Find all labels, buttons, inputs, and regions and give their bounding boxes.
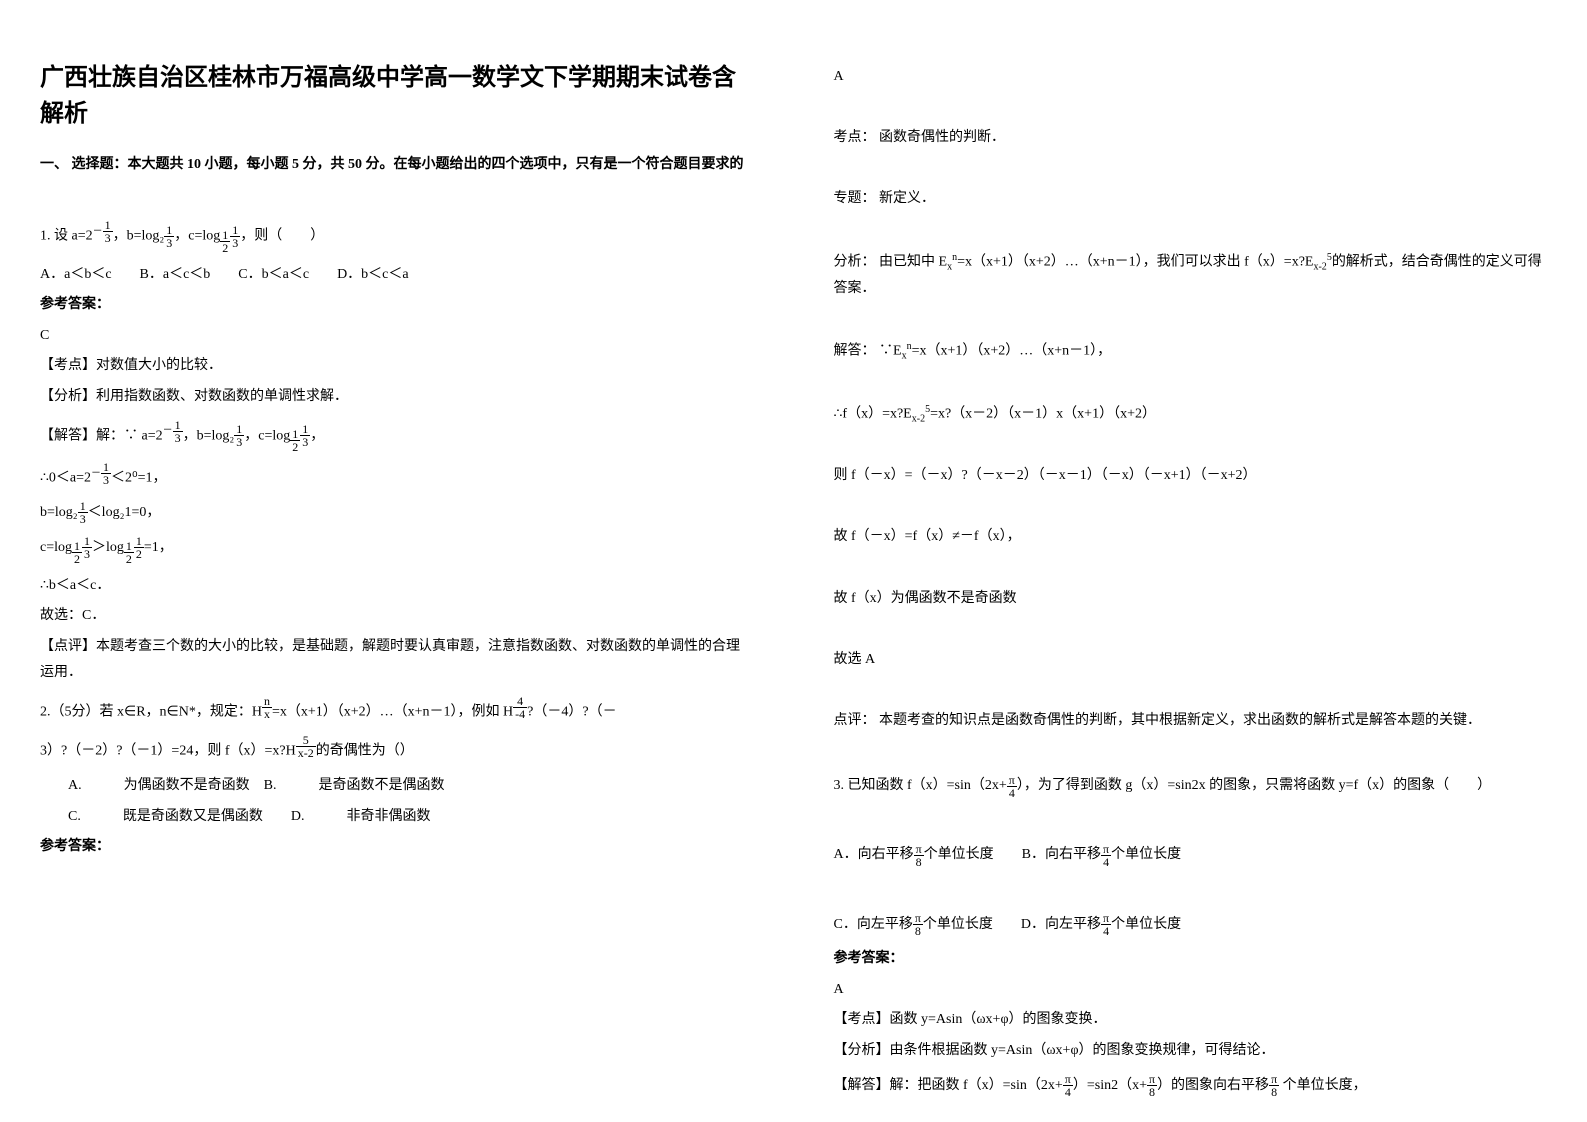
q1-fenxi: 【分析】利用指数函数、对数函数的单调性求解． (40, 384, 754, 411)
section-heading: 一、 选择题：本大题共 10 小题，每小题 5 分，共 50 分。在每小题给出的… (40, 152, 754, 179)
q2-dianping: 点评： 本题考查的知识点是函数奇偶性的判断，其中根据新定义，求出函数的解析式是解… (834, 708, 1548, 735)
q2-optC: C. 既是奇函数又是偶函数 D. 非奇非偶函数 (68, 804, 754, 831)
q1-jieda-label: 【解答】解：∵ a=2－13，b=log₂13，c=log1213， (40, 419, 754, 453)
q2-jieda6: 故选 A (834, 647, 1548, 674)
q3-stem: 3. 已知函数 f（x）=sin（2x+π4），为了得到函数 g（x）=sin2… (834, 773, 1548, 800)
q1-step1: ∴0＜a=2－13＜2⁰=1， (40, 461, 754, 492)
q2-jieda2: ∴f（x）=x?Ex-25=x?（x－2）（x－1）x（x+1）（x+2） (834, 400, 1548, 428)
q1-answer-label: 参考答案： (40, 292, 754, 319)
q3-optAB: A．向右平移π8个单位长度 B．向右平移π4个单位长度 (834, 842, 1548, 869)
q3-fenxi: 【分析】由条件根据函数 y=Asin（ωx+φ）的图象变换规律，可得结论． (834, 1038, 1548, 1065)
q1-dianping: 【点评】本题考查三个数的大小的比较，是基础题，解题时要认真审题，注意指数函数、对… (40, 634, 754, 687)
q3-answer-label: 参考答案： (834, 946, 1548, 973)
q1-options: A．a＜b＜c B．a＜c＜b C．b＜a＜c D．b＜c＜a (40, 262, 754, 289)
q1-stem: 1. 设 a=2－13，b=log₂13，c=log1213，则（ ） (40, 219, 754, 253)
q1-step2: b=log₂13＜log₂1=0， (40, 500, 754, 527)
q2-kaodian: 考点： 函数奇偶性的判断． (834, 125, 1548, 152)
q3-jieda: 【解答】解：把函数 f（x）=sin（2x+π4）=sin2（x+π8）的图象向… (834, 1073, 1548, 1100)
q2-jieda5: 故 f（x）为偶函数不是奇函数 (834, 586, 1548, 613)
q3-optCD: C．向左平移π8个单位长度 D．向左平移π4个单位长度 (834, 912, 1548, 939)
q1-step4: ∴b＜a＜c． (40, 573, 754, 600)
q2-stem2: 3）?（－2）?（－1）=24，则 f（x）=x?H5x-2的奇偶性为（） (40, 734, 754, 765)
q1-answer: C (40, 323, 754, 350)
q2-jieda4: 故 f（－x）=f（x）≠－f（x）， (834, 524, 1548, 551)
q2-jieda1: 解答： ∵Exn=x（x+1）（x+2）…（x+n－1）， (834, 337, 1548, 365)
q1-kaodian: 【考点】对数值大小的比较． (40, 353, 754, 380)
q2-stem: 2.（5分）若 x∈R，n∈N*，规定：Hnx=x（x+1）（x+2）…（x+n… (40, 695, 754, 726)
q1-step5: 故选：C． (40, 603, 754, 630)
q2-optA: A. 为偶函数不是奇函数 B. 是奇函数不是偶函数 (68, 773, 754, 800)
q2-answer-label: 参考答案： (40, 834, 754, 861)
q1-step3: c=log1213＞log1212=1， (40, 535, 754, 565)
q2-fenxi: 分析： 由已知中 Exn=x（x+1）（x+2）…（x+n－1），我们可以求出 … (834, 248, 1548, 303)
page-title: 广西壮族自治区桂林市万福高级中学高一数学文下学期期末试卷含解析 (40, 60, 754, 132)
q2-jieda3: 则 f（－x）=（－x）?（－x－2）（－x－1）（－x）（－x+1）（－x+2… (834, 463, 1548, 490)
q2-zhuanti: 专题： 新定义． (834, 186, 1548, 213)
q3-answer: A (834, 977, 1548, 1004)
q2-answer: A (834, 64, 1548, 91)
q3-kaodian: 【考点】函数 y=Asin（ωx+φ）的图象变换． (834, 1007, 1548, 1034)
